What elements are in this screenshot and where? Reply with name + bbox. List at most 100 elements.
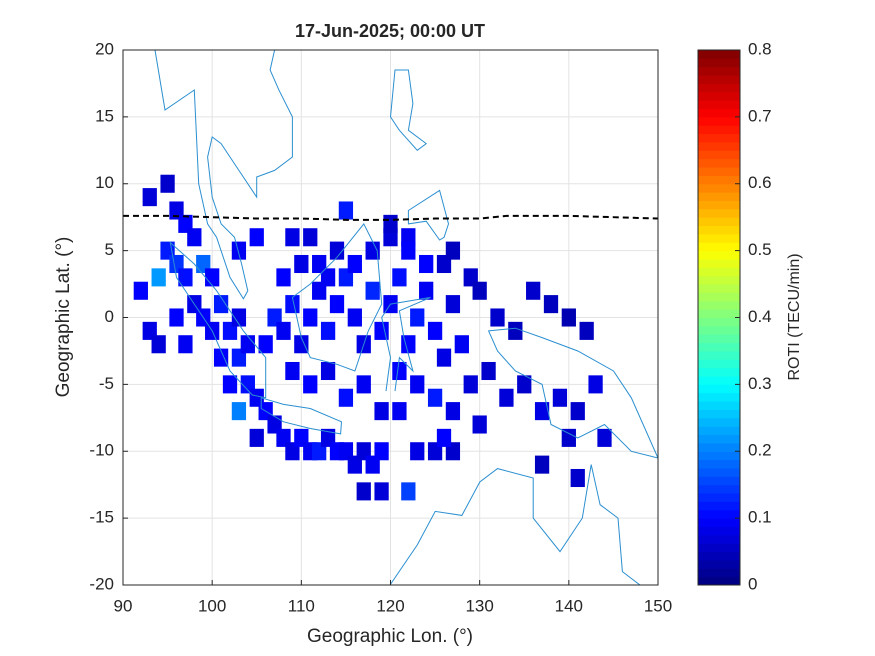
colorbar-step (698, 66, 740, 76)
roti-cell (329, 295, 345, 314)
colorbar-step (698, 484, 740, 494)
roti-cell (347, 254, 362, 274)
colorbar-step (698, 526, 740, 536)
colorbar-step (698, 501, 740, 511)
roti-cell (231, 402, 247, 421)
roti-cell (356, 482, 371, 501)
colorbar-step (698, 141, 740, 151)
roti-cell (579, 321, 594, 340)
colorbar-step (698, 359, 740, 369)
coastline (291, 222, 383, 372)
colorbar-label: ROTI (TECU/min) (786, 253, 803, 380)
y-tick-label: 5 (105, 240, 114, 259)
roti-cell (383, 214, 398, 233)
roti-cell (320, 321, 336, 340)
roti-cell (392, 402, 407, 421)
roti-cell (401, 335, 416, 354)
y-axis-label: Geographic Lat. (°) (53, 237, 74, 398)
roti-cell (472, 415, 487, 434)
roti-cell (526, 281, 541, 300)
colorbar-step (698, 409, 740, 419)
roti-cell (392, 268, 407, 287)
roti-cell (338, 388, 354, 407)
x-tick-label: 110 (288, 596, 315, 615)
colorbar-step (698, 568, 740, 578)
roti-cell (365, 241, 380, 260)
colorbar-step (698, 150, 740, 160)
roti-cell (374, 321, 389, 340)
y-tick-label: 15 (95, 106, 114, 125)
roti-cell (410, 375, 425, 394)
y-tick-label: -20 (89, 574, 114, 593)
colorbar-step (698, 233, 740, 243)
chart-title: 17-Jun-2025; 00:00 UT (295, 21, 485, 41)
roti-cell (240, 335, 255, 354)
roti-cell (392, 361, 407, 381)
coastline (389, 464, 641, 585)
roti-cell (303, 228, 318, 247)
colorbar-step (698, 242, 740, 252)
roti-cell (410, 442, 425, 461)
roti-cell (427, 388, 443, 407)
colorbar-step (698, 376, 740, 385)
colorbar-tick-label: 0.8 (748, 39, 772, 58)
roti-cell (285, 228, 300, 247)
roti-cell (303, 308, 318, 327)
roti-cell (285, 295, 300, 314)
roti-cell (231, 241, 247, 260)
roti-cell (552, 388, 568, 407)
colorbar-step (698, 217, 740, 227)
colorbar-step (698, 200, 740, 210)
colorbar-step (698, 91, 740, 101)
roti-cell (401, 482, 416, 501)
x-tick-label: 130 (465, 596, 493, 615)
colorbar-step (698, 108, 740, 118)
roti-cell (133, 281, 148, 300)
colorbar-step (698, 292, 740, 302)
roti-cell (329, 241, 345, 260)
colorbar-step (698, 434, 740, 444)
colorbar-step (698, 125, 740, 135)
colorbar-step (698, 350, 740, 360)
roti-cell (160, 174, 175, 193)
roti-cell (294, 335, 309, 354)
roti-cell (419, 254, 434, 274)
colorbar-step (698, 334, 740, 344)
colorbar-step (698, 258, 740, 268)
roti-cell (374, 442, 389, 461)
coastline (381, 296, 431, 392)
colorbar-step (698, 175, 740, 185)
axes: 90 100 110 120 130 140 150 -20 -15 -10 -5 0 5 10 15 20 (89, 39, 672, 615)
colorbar-step (698, 225, 740, 235)
colorbar-step (698, 133, 740, 143)
colorbar-tick-label: 0.5 (748, 240, 772, 259)
coastline (407, 189, 450, 241)
colorbar-step (698, 534, 740, 544)
roti-cell (445, 295, 461, 314)
roti-cell (588, 375, 603, 394)
colorbar-step (698, 401, 740, 410)
roti-cell (178, 335, 193, 354)
roti-cell (561, 308, 576, 327)
roti-cell (454, 335, 469, 354)
roti-cell (508, 321, 523, 340)
roti-cell (374, 402, 389, 421)
roti-cell (419, 281, 434, 300)
colorbar-step (698, 476, 740, 486)
roti-cell (213, 348, 229, 367)
colorbar-step (698, 267, 740, 277)
colorbar-step (698, 208, 740, 218)
colorbar-step (698, 167, 740, 176)
colorbar: 0 0.1 0.2 0.3 0.4 0.5 0.6 0.7 0.8 (697, 39, 772, 593)
roti-cell (187, 228, 202, 247)
colorbar-step (698, 116, 740, 126)
roti-cell (561, 428, 576, 447)
roti-cell (294, 254, 309, 274)
roti-cell (151, 335, 166, 354)
roti-cell (499, 388, 514, 407)
roti-cell (543, 295, 559, 314)
colorbar-step (698, 342, 740, 352)
roti-cell (205, 268, 220, 287)
roti-cell (570, 402, 585, 421)
